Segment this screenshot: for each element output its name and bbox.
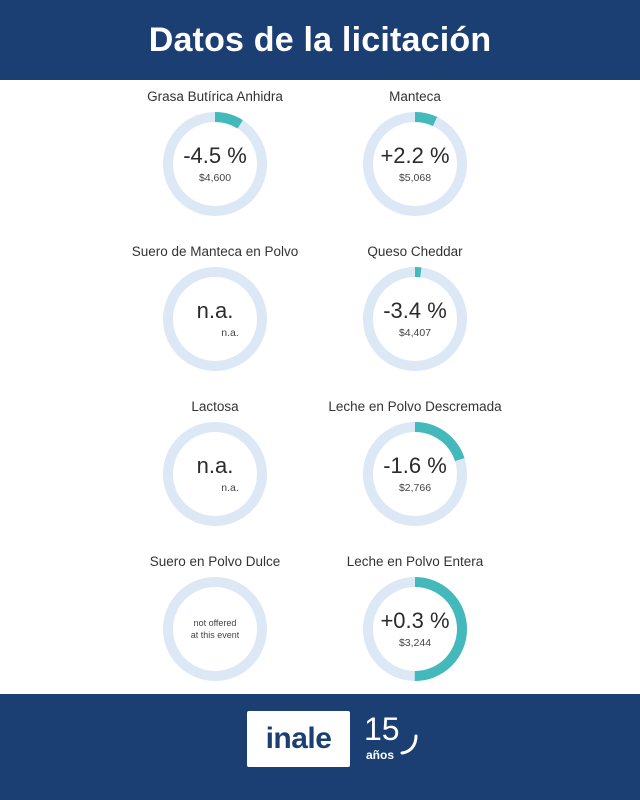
years-number: 15: [364, 711, 400, 747]
price-value: $2,766: [398, 482, 432, 494]
donut-ring: -3.4 % $4,407: [359, 263, 471, 375]
footer-bar: inale 15 años: [0, 694, 640, 800]
donut-chart: [163, 267, 267, 371]
price-value: $3,244: [398, 637, 432, 649]
price-value: $4,600: [198, 172, 232, 184]
smile-arc-icon: [400, 734, 418, 755]
inale-logo: inale: [247, 711, 350, 767]
product-name: Grasa Butírica Anhidra: [147, 89, 283, 104]
product-card: Suero en Polvo Dulce not offered at this…: [55, 545, 375, 700]
logo-text: inale: [265, 722, 332, 755]
product-card: Grasa Butírica Anhidra -4.5 % $4,600: [55, 80, 375, 235]
percent-change: +0.3 %: [380, 608, 450, 633]
product-card: Lactosa n.a. n.a.: [55, 390, 375, 545]
anniversary-badge: 15 años: [362, 712, 432, 772]
donut-ring: -4.5 % $4,600: [159, 108, 271, 220]
price-value: n.a.: [221, 327, 239, 339]
donut-chart: [163, 422, 267, 526]
donut-ring: n.a. n.a.: [159, 263, 271, 375]
not-offered-note: not offered at this event: [190, 618, 240, 640]
product-name: Queso Cheddar: [367, 244, 463, 259]
price-value: n.a.: [221, 482, 239, 494]
donut-chart: [363, 112, 467, 216]
product-card: Leche en Polvo Entera +0.3 % $3,244: [255, 545, 575, 700]
product-card: Suero de Manteca en Polvo n.a. n.a.: [55, 235, 375, 390]
donut-chart: [363, 577, 467, 681]
percent-change: -3.4 %: [383, 298, 447, 323]
donut-chart: [363, 422, 467, 526]
years-label: años: [366, 748, 395, 762]
price-value: $5,068: [398, 172, 432, 184]
header-bar: Datos de la licitación: [0, 0, 640, 80]
donut-ring: +0.3 % $3,244: [359, 573, 471, 685]
donut-ring: -1.6 % $2,766: [359, 418, 471, 530]
product-name: Lactosa: [191, 399, 239, 414]
donut-chart: [163, 112, 267, 216]
donut-ring: +2.2 % $5,068: [359, 108, 471, 220]
product-card: Leche en Polvo Descremada -1.6 % $2,766: [255, 390, 575, 545]
donut-chart: [363, 267, 467, 371]
product-name: Suero en Polvo Dulce: [149, 554, 281, 569]
percent-change: -1.6 %: [383, 453, 447, 478]
percent-change: +2.2 %: [380, 143, 450, 168]
product-name: Leche en Polvo Entera: [346, 554, 484, 569]
price-value: $4,407: [398, 327, 432, 339]
percent-change: -4.5 %: [183, 143, 247, 168]
product-grid: Grasa Butírica Anhidra -4.5 % $4,600 Man…: [0, 80, 640, 694]
donut-chart: [163, 577, 267, 681]
product-card: Queso Cheddar -3.4 % $4,407: [255, 235, 575, 390]
percent-change: n.a.: [196, 453, 234, 478]
page-title: Datos de la licitación: [148, 20, 492, 59]
donut-ring: n.a. n.a.: [159, 418, 271, 530]
product-name: Manteca: [389, 89, 441, 104]
product-name: Leche en Polvo Descremada: [328, 399, 502, 414]
percent-change: n.a.: [196, 298, 234, 323]
donut-ring: not offered at this event: [159, 573, 271, 685]
product-card: Manteca +2.2 % $5,068: [255, 80, 575, 235]
product-name: Suero de Manteca en Polvo: [131, 244, 299, 259]
